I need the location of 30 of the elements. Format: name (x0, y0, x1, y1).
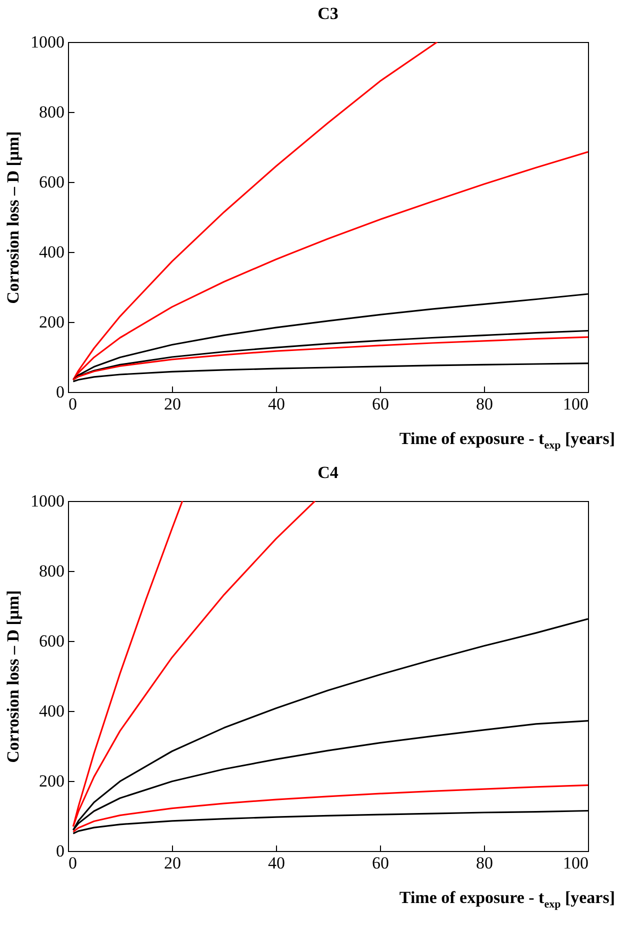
x-axis-title: Time of exposure - t$_{exp}$ [years] (398, 429, 615, 452)
x-tick-label: 20 (164, 394, 181, 414)
x-tick-label: 60 (372, 854, 389, 873)
y-tick-label: 600 (39, 172, 64, 192)
y-tick-label: 0 (56, 842, 64, 861)
x-tick-label: 40 (268, 854, 285, 873)
x-tick-label: 0 (68, 394, 77, 414)
y-tick-label: 800 (39, 102, 64, 122)
chart-title: C3 (318, 4, 338, 23)
x-tick-label: 100 (563, 854, 588, 873)
y-tick-label: 1000 (30, 32, 64, 52)
x-tick-label: 20 (164, 854, 181, 873)
x-tick-label: 0 (68, 854, 77, 873)
y-tick-label: 400 (39, 702, 64, 721)
x-axis-title: Time of exposure - t$_{exp}$ [years] (398, 888, 615, 911)
y-tick-label: 0 (56, 382, 64, 402)
x-tick-label: 40 (268, 394, 285, 414)
y-tick-label: 800 (39, 562, 64, 581)
y-tick-label: 400 (39, 242, 64, 262)
y-axis-title: Corrosion loss – D [μm] (4, 131, 22, 304)
y-tick-label: 200 (39, 772, 64, 791)
y-tick-label: 600 (39, 632, 64, 651)
x-tick-label: 80 (476, 394, 493, 414)
x-tick-label: 80 (476, 854, 493, 873)
x-tick-label: 60 (372, 394, 389, 414)
chart-title: C4 (318, 463, 339, 482)
x-tick-label: 100 (563, 394, 588, 414)
y-tick-label: 200 (39, 312, 64, 332)
y-axis-title: Corrosion loss – D [μm] (4, 590, 22, 764)
y-tick-label: 1000 (30, 492, 64, 511)
